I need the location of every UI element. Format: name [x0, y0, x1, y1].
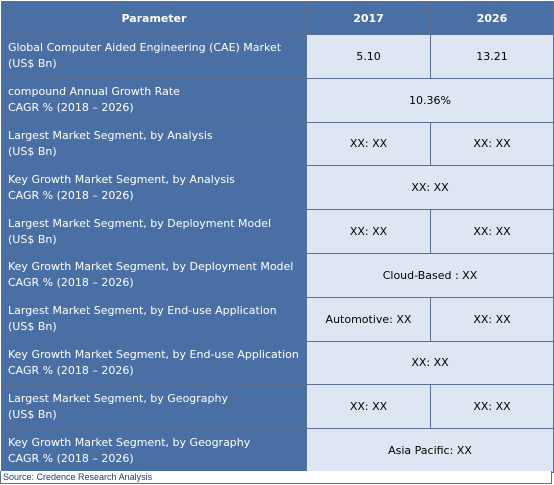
market-summary-table: Parameter 2017 2026 Global Computer Aide… [1, 1, 554, 473]
merged-value: XX: XX [306, 165, 554, 211]
table-row: Largest Market Segment, by Geography (US$… [1, 384, 554, 430]
header-parameter: Parameter [1, 1, 307, 35]
row-label: Global Computer Aided Engineering (CAE) … [1, 34, 307, 79]
table-row: Largest Market Segment, by End-use Appli… [1, 296, 554, 342]
merged-value: Asia Pacific: XX [306, 428, 554, 473]
value-2017: Automotive: XX [306, 296, 431, 342]
merged-value: XX: XX [306, 340, 554, 386]
table-row: Key Growth Market Segment, by End-use Ap… [1, 340, 554, 386]
value-2026: XX: XX [430, 384, 554, 430]
value-2026: XX: XX [430, 209, 554, 254]
table-row: Global Computer Aided Engineering (CAE) … [1, 34, 554, 79]
row-label: Largest Market Segment, by End-use Appli… [1, 296, 307, 342]
row-label-line2: CAGR % (2018 – 2026) [8, 276, 134, 290]
row-label: Largest Market Segment, by Geography (US$… [1, 384, 307, 430]
table-row: Key Growth Market Segment, by Deployment… [1, 252, 554, 298]
merged-value: 10.36% [306, 77, 554, 123]
row-label-line1: Key Growth Market Segment, by Geography [8, 435, 251, 449]
table-row: Largest Market Segment, by Analysis (US$ … [1, 121, 554, 167]
row-label-line2: (US$ Bn) [8, 144, 57, 158]
row-label-line1: Largest Market Segment, by Deployment Mo… [8, 216, 272, 230]
row-label-line2: (US$ Bn) [8, 407, 57, 421]
row-label-line1: Global Computer Aided Engineering (CAE) … [8, 41, 282, 55]
table-row: Key Growth Market Segment, by Geography C… [1, 428, 554, 473]
source-note: Source: Credence Research Analysis [0, 471, 552, 484]
row-label-line1: Key Growth Market Segment, by Analysis [8, 172, 235, 186]
row-label-line2: CAGR % (2018 – 2026) [8, 101, 134, 115]
value-2026: XX: XX [430, 121, 554, 167]
value-2017: 5.10 [306, 34, 431, 79]
value-2026: 13.21 [430, 34, 554, 79]
row-label: Largest Market Segment, by Analysis (US$ … [1, 121, 307, 167]
value-2026: XX: XX [430, 296, 554, 342]
value-2017: XX: XX [306, 209, 431, 254]
merged-value: Cloud-Based : XX [306, 252, 554, 298]
value-2017: XX: XX [306, 384, 431, 430]
row-label: Key Growth Market Segment, by Geography C… [1, 428, 307, 473]
row-label-line2: (US$ Bn) [8, 232, 57, 246]
header-year-2017: 2017 [306, 1, 431, 35]
header-year-2026: 2026 [430, 1, 554, 35]
row-label-line2: CAGR % (2018 – 2026) [8, 451, 134, 465]
row-label: Key Growth Market Segment, by End-use Ap… [1, 340, 307, 386]
row-label: Largest Market Segment, by Deployment Mo… [1, 209, 307, 254]
header-row: Parameter 2017 2026 [1, 1, 554, 35]
table-row: Key Growth Market Segment, by Analysis CA… [1, 165, 554, 211]
row-label: Key Growth Market Segment, by Analysis CA… [1, 165, 307, 211]
row-label-line2: CAGR % (2018 – 2026) [8, 188, 134, 202]
value-2017: XX: XX [306, 121, 431, 167]
table-row: Largest Market Segment, by Deployment Mo… [1, 209, 554, 254]
table-row: compound Annual Growth Rate CAGR % (2018 … [1, 77, 554, 123]
row-label: Key Growth Market Segment, by Deployment… [1, 252, 307, 298]
row-label-line2: (US$ Bn) [8, 57, 57, 71]
row-label-line1: Key Growth Market Segment, by End-use Ap… [8, 347, 299, 361]
row-label-line1: Largest Market Segment, by End-use Appli… [8, 304, 277, 318]
row-label-line1: Largest Market Segment, by Analysis [8, 128, 213, 142]
row-label: compound Annual Growth Rate CAGR % (2018 … [1, 77, 307, 123]
row-label-line1: Largest Market Segment, by Geography [8, 391, 229, 405]
row-label-line2: CAGR % (2018 – 2026) [8, 363, 134, 377]
row-label-line1: compound Annual Growth Rate [8, 85, 180, 99]
row-label-line2: (US$ Bn) [8, 320, 57, 334]
row-label-line1: Key Growth Market Segment, by Deployment… [8, 260, 294, 274]
